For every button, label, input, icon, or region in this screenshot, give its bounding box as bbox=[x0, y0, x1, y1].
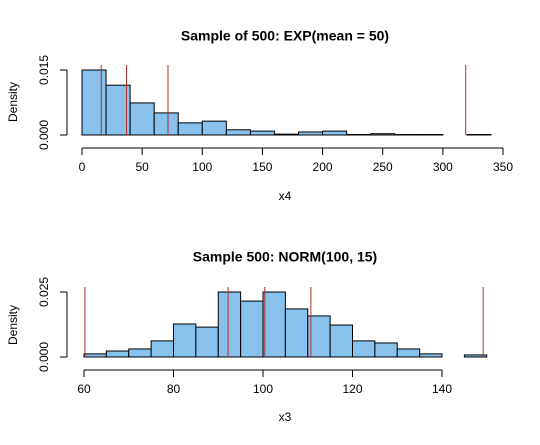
x-tick-label: 0 bbox=[79, 160, 86, 174]
x-tick-label: 140 bbox=[432, 382, 452, 396]
bar bbox=[298, 131, 324, 136]
x-axis-label: x4 bbox=[279, 189, 292, 203]
y-tick-label: 0.015 bbox=[37, 55, 51, 85]
bar bbox=[419, 353, 443, 358]
bar bbox=[396, 348, 421, 358]
bar bbox=[262, 291, 286, 358]
chart-title: Sample of 500: EXP(mean = 50) bbox=[181, 28, 389, 44]
bar bbox=[195, 326, 219, 358]
y-tick-label: 0.025 bbox=[37, 277, 51, 307]
bar bbox=[225, 129, 251, 136]
bar bbox=[240, 300, 264, 358]
bar bbox=[128, 348, 152, 358]
x-tick-label: 200 bbox=[313, 160, 333, 174]
x-tick-label: 80 bbox=[167, 382, 181, 396]
bar bbox=[217, 291, 242, 358]
chart-title: Sample 500: NORM(100, 15) bbox=[193, 249, 377, 265]
bar bbox=[463, 354, 488, 358]
bar bbox=[273, 133, 300, 136]
x-tick-label: 50 bbox=[135, 160, 149, 174]
y-axis-label: Density bbox=[6, 305, 20, 345]
y-tick-label: 0.000 bbox=[37, 120, 51, 150]
x-tick-label: 250 bbox=[373, 160, 393, 174]
bar bbox=[153, 112, 179, 136]
bar bbox=[322, 130, 348, 136]
bar bbox=[374, 342, 398, 358]
bar bbox=[173, 323, 197, 358]
bar bbox=[105, 350, 130, 358]
bar bbox=[150, 340, 174, 358]
bar bbox=[83, 353, 107, 358]
bar bbox=[284, 308, 309, 358]
bar bbox=[81, 69, 107, 136]
bar bbox=[201, 120, 227, 136]
bar bbox=[329, 324, 353, 358]
bar bbox=[352, 340, 376, 358]
y-axis-label: Density bbox=[6, 82, 20, 122]
x-axis-label: x3 bbox=[279, 410, 292, 424]
x-tick-label: 60 bbox=[77, 382, 91, 396]
x-tick-label: 350 bbox=[493, 160, 513, 174]
y-tick-label: 0.000 bbox=[37, 342, 51, 372]
x-tick-label: 300 bbox=[433, 160, 453, 174]
x-tick-label: 100 bbox=[192, 160, 212, 174]
x-tick-label: 120 bbox=[342, 382, 362, 396]
bar bbox=[370, 133, 396, 136]
bar bbox=[177, 122, 203, 136]
x-tick-label: 150 bbox=[252, 160, 272, 174]
x-tick-label: 100 bbox=[253, 382, 273, 396]
bar bbox=[129, 102, 155, 136]
bar bbox=[249, 130, 275, 136]
